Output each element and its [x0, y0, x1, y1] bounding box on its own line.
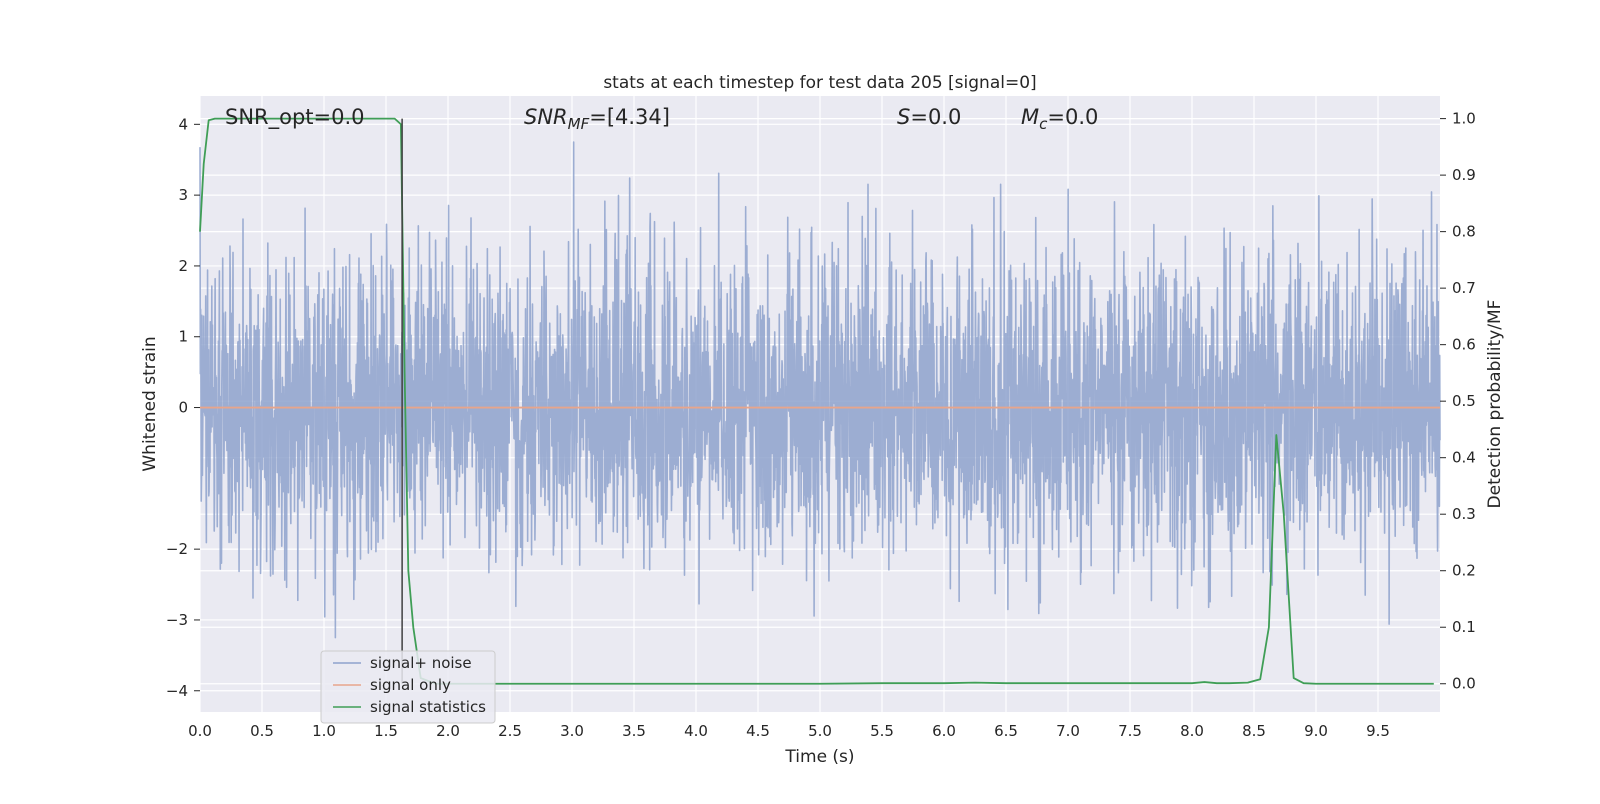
x-tick-label: 2.0	[436, 722, 460, 740]
mc-subscript: c	[1039, 115, 1048, 133]
x-axis-label: Time (s)	[784, 747, 854, 767]
y-tick-label-left: 4	[178, 115, 188, 133]
x-tick-label: 1.0	[312, 722, 336, 740]
y-tick-label-right: 0.1	[1452, 618, 1476, 636]
x-tick-label: 4.0	[684, 722, 708, 740]
x-tick-label: 3.5	[622, 722, 646, 740]
x-tick-label: 1.5	[374, 722, 398, 740]
annotation-mc: Mc=0.0	[1021, 105, 1098, 133]
series-signal-statistics	[199, 117, 1434, 685]
y-tick-label-right: 0.0	[1452, 675, 1476, 693]
y-tick-label-right: 0.9	[1452, 166, 1476, 184]
snr-mf-subscript: MF	[568, 115, 590, 133]
y-tick-label-right: 0.6	[1452, 336, 1476, 354]
legend-label-signal-only: signal only	[370, 676, 451, 694]
annotation-snr-mf: SNRMF=[4.34]	[524, 105, 670, 133]
y-tick-label-left: −3	[166, 611, 188, 629]
signal-statistics-line	[199, 117, 1434, 685]
mc-value: =0.0	[1047, 105, 1098, 129]
legend: signal+ noise signal only signal statist…	[320, 650, 496, 724]
x-tick-label: 8.0	[1180, 722, 1204, 740]
y-tick-label-right: 0.2	[1452, 562, 1476, 580]
x-tick-label: 0.5	[250, 722, 274, 740]
x-tick-label: 7.0	[1056, 722, 1080, 740]
y-tick-label-right: 0.3	[1452, 505, 1476, 523]
chart-title: stats at each timestep for test data 205…	[603, 73, 1036, 93]
s-symbol: S	[897, 105, 910, 129]
y-tick-label-right: 0.5	[1452, 392, 1476, 410]
annotation-snr-opt: SNR_opt=0.0	[225, 105, 365, 130]
x-tick-label: 3.0	[560, 722, 584, 740]
x-tick-label: 2.5	[498, 722, 522, 740]
mc-symbol: M	[1021, 105, 1039, 129]
x-tick-label: 5.5	[870, 722, 894, 740]
y-axis-label-left: Whitened strain	[140, 336, 160, 471]
annotation-s: S=0.0	[897, 105, 961, 129]
x-tick-label: 5.0	[808, 722, 832, 740]
legend-label-signal-plus-noise: signal+ noise	[370, 654, 472, 672]
y-tick-label-right: 1.0	[1452, 110, 1476, 128]
x-tick-label: 7.5	[1118, 722, 1142, 740]
x-tick-label: 9.0	[1304, 722, 1328, 740]
y-tick-label-right: 0.4	[1452, 449, 1476, 467]
x-tick-label: 0.0	[188, 722, 212, 740]
x-tick-label: 6.5	[994, 722, 1018, 740]
y-ticks-left: 4 3 2 1 0 −2 −3 −4	[166, 115, 200, 700]
s-value: =0.0	[910, 105, 961, 129]
y-tick-label-right: 0.8	[1452, 223, 1476, 241]
legend-box	[320, 650, 496, 724]
y-tick-label-left: −4	[166, 682, 188, 700]
x-tick-label: 4.5	[746, 722, 770, 740]
x-tick-label: 8.5	[1242, 722, 1266, 740]
y-tick-label-left: 0	[178, 399, 188, 417]
y-tick-label-left: 1	[178, 328, 188, 346]
y-tick-label-left: 2	[178, 257, 188, 275]
y-tick-label-right: 0.7	[1452, 279, 1476, 297]
x-tick-label: 6.0	[932, 722, 956, 740]
x-tick-label: 9.5	[1366, 722, 1390, 740]
legend-label-signal-statistics: signal statistics	[370, 698, 486, 716]
snr-mf-symbol: SNR	[524, 105, 568, 129]
y-axis-label-right: Detection probability/MF	[1485, 300, 1505, 509]
y-ticks-right: 1.0 0.9 0.8 0.7 0.6 0.5 0.4 0.3 0.2 0.1 0.0	[1440, 110, 1476, 693]
y-tick-label-left: 3	[178, 186, 188, 204]
x-ticks: 0.0 0.5 1.0 1.5 2.0 2.5 3.0 3.5 4.0 4.5 5.0 5.5 6.0 6…	[188, 722, 1390, 740]
snr-mf-value: =[4.34]	[589, 105, 670, 129]
y-tick-label-left: −2	[166, 540, 188, 558]
